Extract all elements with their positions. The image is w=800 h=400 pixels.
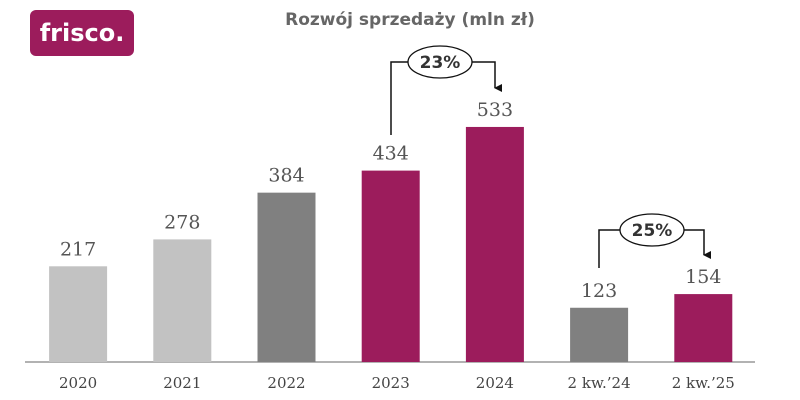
bar (153, 239, 212, 362)
value-label: 154 (685, 266, 721, 288)
x-tick-label: 2022 (267, 374, 305, 392)
growth-bracket (598, 229, 704, 268)
growth-bubble (619, 213, 685, 247)
x-tick-label: 2023 (372, 374, 410, 392)
growth-bubble (407, 45, 473, 79)
x-tick-label: 2024 (476, 374, 514, 392)
bar (49, 266, 108, 362)
x-tick-label: 2 kw.’25 (672, 374, 735, 392)
value-label: 434 (373, 143, 409, 165)
x-tick-label: 2021 (163, 374, 201, 392)
value-label: 384 (268, 165, 304, 187)
logo: frisco. (40, 19, 125, 47)
bar (361, 170, 420, 362)
bar (257, 192, 316, 362)
growth-label: 25% (632, 221, 673, 241)
growth-bracket (390, 61, 495, 135)
bar (674, 294, 733, 362)
value-label: 533 (477, 99, 513, 121)
value-label: 217 (60, 238, 96, 260)
x-tick-label: 2020 (59, 374, 97, 392)
chart-title: Rozwój sprzedaży (mln zł) (285, 10, 535, 30)
value-label: 278 (164, 211, 200, 233)
value-label: 123 (581, 280, 617, 302)
x-tick-label: 2 kw.’24 (568, 374, 631, 392)
growth-label: 23% (420, 53, 461, 73)
bar (570, 307, 629, 362)
logo-badge (30, 10, 134, 56)
bar (465, 126, 524, 363)
